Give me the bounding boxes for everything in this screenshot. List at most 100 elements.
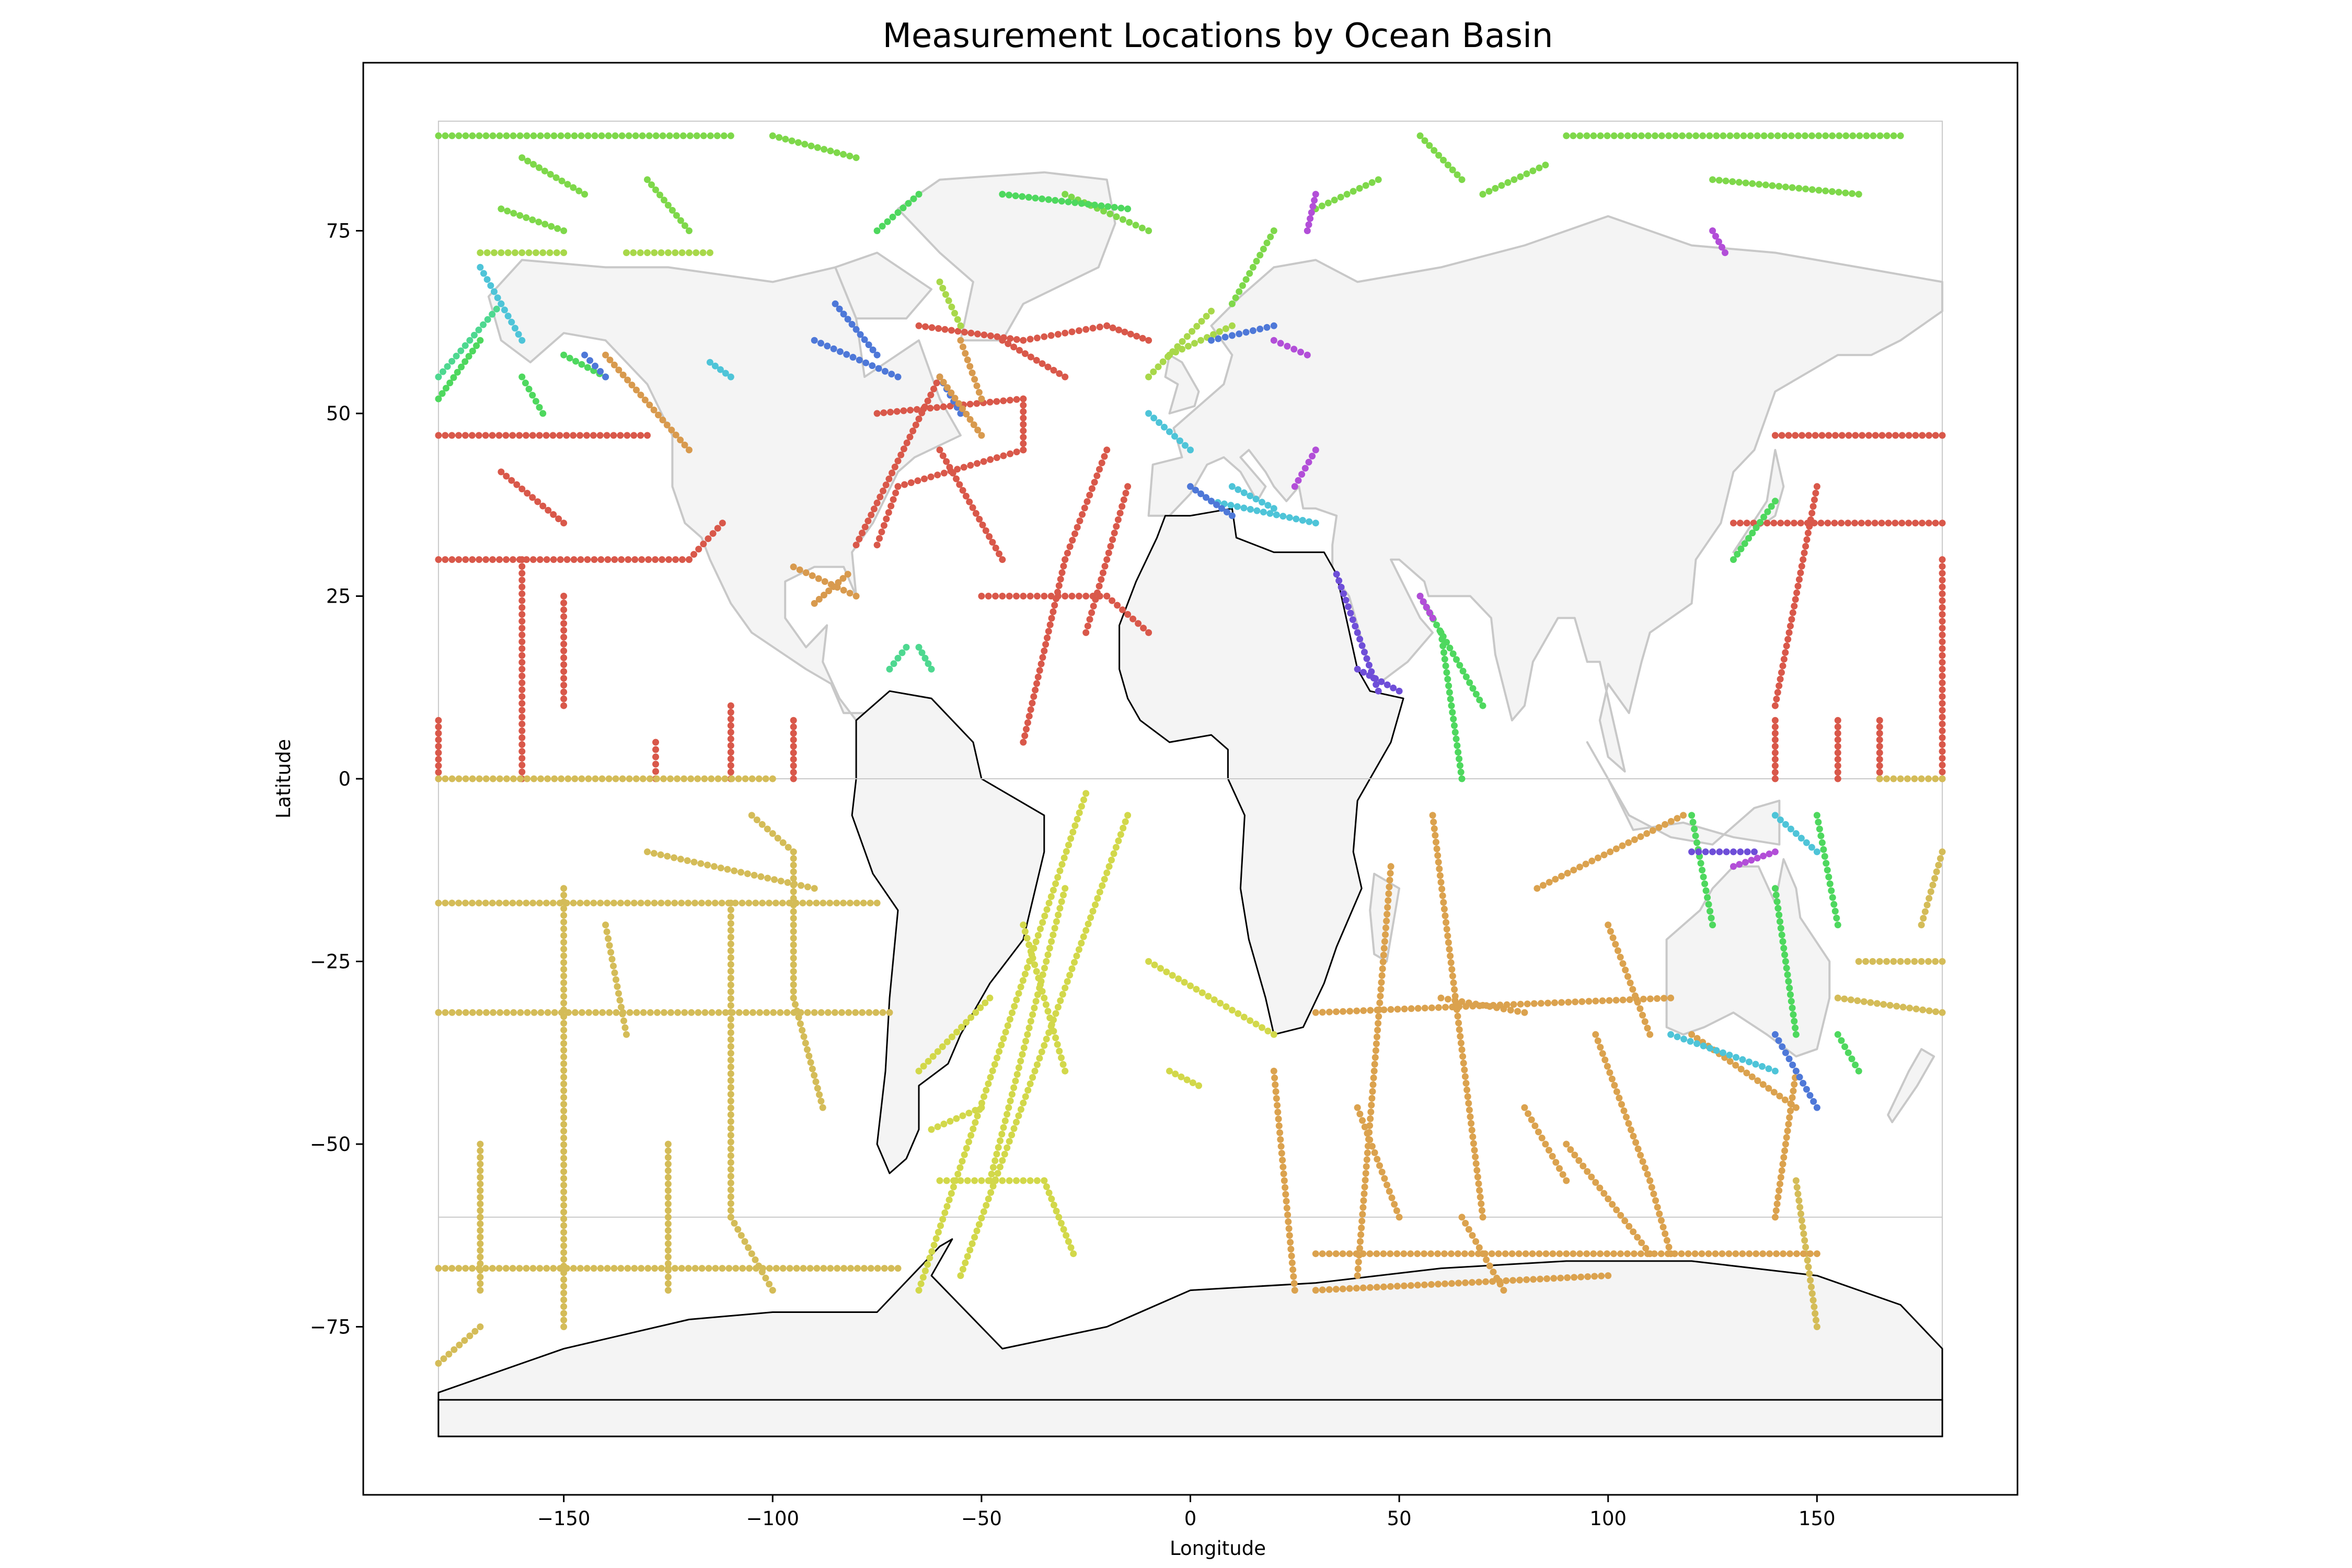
data-point [1802,186,1809,192]
data-point [489,432,496,439]
data-point [727,933,734,941]
data-point [667,775,674,782]
data-point [664,1273,672,1281]
data-point [1617,1212,1624,1219]
data-point [1073,952,1080,960]
data-point [1037,981,1044,988]
data-point [1416,132,1424,140]
data-point [1156,419,1163,426]
data-point [1088,609,1096,616]
data-point [1208,337,1215,344]
data-point [1746,1058,1753,1066]
data-point [1883,958,1890,965]
data-point [943,1038,951,1045]
data-point [1515,1250,1523,1258]
data-point [1779,1160,1786,1168]
data-point [1787,1107,1794,1114]
data-point [482,556,490,563]
data-point [1283,1204,1290,1212]
data-point [630,249,637,256]
data-point [1032,194,1039,202]
data-point [1005,340,1012,348]
data-point [1498,182,1505,189]
data-point [1175,975,1182,983]
data-point [523,214,530,221]
data-point [943,1177,950,1184]
data-point [1124,812,1132,819]
data-point [806,1265,814,1272]
data-point [804,883,811,891]
data-point [536,556,544,563]
data-point [1607,928,1614,935]
data-point [927,405,934,412]
data-point [1556,1250,1563,1258]
data-point [1374,1027,1381,1034]
data-point [598,132,605,140]
data-point [1133,332,1140,340]
data-point [1046,944,1053,952]
data-point [869,346,877,353]
data-point [610,1265,618,1272]
data-point [1020,1177,1027,1184]
data-point [1045,900,1053,907]
data-point [1788,616,1795,623]
data-point [1106,210,1114,217]
data-point [652,186,659,193]
data-point [1301,465,1309,472]
data-point [1792,1177,1800,1184]
data-point [727,1172,734,1180]
y-tick-label: −50 [310,1133,351,1156]
data-point [1368,1143,1376,1150]
data-point [745,900,753,907]
data-point [550,1265,557,1272]
data-point [1939,556,1946,563]
data-point [1357,1238,1364,1245]
data-point [1378,678,1385,685]
data-point [1076,809,1083,816]
data-point [727,1200,734,1207]
data-point [489,775,497,782]
data-point [1447,959,1455,966]
data-point [1844,520,1852,527]
data-point [961,1151,968,1158]
data-point [1264,1028,1272,1035]
data-point [964,356,971,363]
data-point [1829,894,1836,901]
data-point [1071,530,1078,537]
data-point [985,1080,992,1087]
data-point [1816,825,1823,833]
data-point [1195,1082,1202,1089]
data-point [1773,898,1781,905]
data-point [843,351,850,358]
data-point [1794,582,1802,590]
data-point [1834,1031,1841,1038]
data-point [661,1009,667,1016]
data-point [1469,685,1477,692]
data-point [468,432,476,439]
data-point [651,249,658,256]
data-point [727,722,734,729]
data-point [1734,550,1741,558]
data-point [1236,288,1243,295]
data-point [496,132,503,140]
data-point [1007,335,1014,342]
data-point [1319,1009,1326,1016]
data-point [518,679,526,686]
data-point [1736,861,1743,868]
data-point [1939,768,1946,776]
data-point [840,586,847,594]
data-point [678,249,686,256]
data-point [1760,132,1768,140]
data-point [1898,432,1906,439]
data-point [727,1138,734,1146]
data-point [1796,1204,1804,1211]
data-point [1025,1024,1033,1032]
data-point [1564,1274,1571,1281]
data-point [560,1208,568,1216]
data-point [719,1265,726,1272]
data-point [1013,1071,1021,1078]
data-point [746,1265,753,1272]
data-point [509,432,516,439]
data-point [1815,187,1823,194]
data-point [1035,974,1042,982]
